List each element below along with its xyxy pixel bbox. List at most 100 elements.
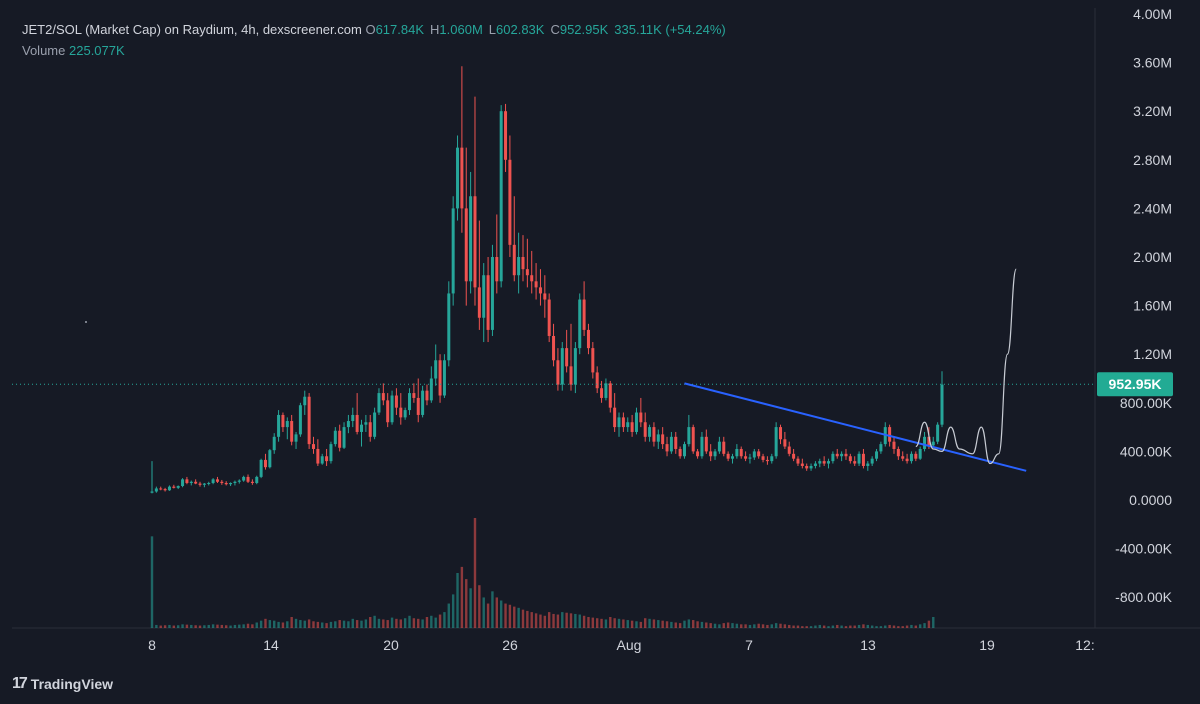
candle-body — [333, 430, 337, 445]
volume-bar — [181, 624, 184, 628]
volume-bar — [910, 624, 913, 628]
volume-bar — [578, 614, 581, 628]
candle-body — [861, 453, 865, 466]
candle-body — [783, 439, 787, 447]
volume-bar — [251, 624, 254, 628]
candle-body — [272, 436, 276, 451]
candle-body — [220, 481, 224, 483]
x-tick-label: 19 — [979, 637, 995, 653]
candle-body — [373, 412, 377, 437]
volume-bar — [744, 624, 747, 628]
volume-bar — [373, 615, 376, 628]
volume-bar — [569, 613, 573, 628]
x-tick-label: Aug — [617, 637, 642, 653]
candle-body — [840, 453, 844, 457]
volume-bar — [334, 621, 337, 628]
volume-bar — [264, 618, 267, 628]
volume-bar — [862, 624, 865, 628]
candle-body — [329, 444, 333, 462]
candle-body — [827, 461, 831, 464]
candle-body — [176, 486, 180, 488]
tradingview-logo[interactable]: 17 TradingView — [12, 675, 113, 693]
volume-bar — [473, 518, 477, 628]
volume-bar — [521, 609, 525, 628]
candle-body — [556, 360, 560, 385]
candle-body — [233, 481, 237, 483]
x-tick-label: 14 — [263, 637, 279, 653]
volume-bar — [814, 625, 817, 628]
volume-bar — [451, 594, 455, 628]
open-label: O — [365, 22, 376, 37]
volume-bar — [831, 625, 835, 628]
candle-body — [870, 458, 874, 464]
volume-bar — [884, 625, 887, 628]
candle-body — [351, 414, 355, 422]
candle-body — [181, 479, 185, 487]
volume-bar — [792, 625, 795, 628]
volume-bar — [561, 612, 564, 628]
volume-bar — [438, 614, 442, 628]
candle-body — [595, 372, 599, 389]
volume-bar — [761, 624, 765, 628]
volume-bar — [705, 622, 708, 628]
candle-body — [447, 293, 451, 361]
volume-bar — [390, 617, 394, 628]
volume-bar — [355, 620, 359, 628]
volume-bar — [307, 619, 311, 628]
volume-bar — [888, 624, 891, 628]
candle-body — [215, 479, 219, 482]
volume-bar — [443, 612, 446, 628]
volume-bar — [836, 624, 839, 628]
candle-body — [752, 451, 756, 458]
volume-bar — [674, 622, 677, 628]
symbol-title[interactable]: JET2/SOL (Market Cap) on Raydium, 4h, de… — [22, 22, 362, 37]
candle-body — [547, 299, 551, 336]
last-price-tag — [1097, 372, 1173, 397]
volume-bar — [740, 624, 743, 628]
volume-bar — [617, 618, 621, 628]
volume-bar — [150, 536, 154, 628]
volume-bar — [547, 612, 551, 628]
volume-bar — [434, 617, 437, 628]
volume-bar — [766, 624, 769, 628]
candle-body — [224, 482, 228, 485]
candle-body — [307, 396, 311, 445]
volume-bar — [268, 620, 272, 628]
candle-body — [792, 453, 796, 459]
candle-body — [626, 422, 630, 428]
candle-body — [709, 451, 713, 457]
candle-body — [879, 444, 883, 452]
volume-bar — [190, 624, 193, 628]
candle-body — [875, 451, 879, 459]
volume-bar — [347, 621, 350, 628]
candle-body — [765, 459, 769, 462]
candle-body — [931, 441, 935, 446]
volume-bar — [932, 617, 935, 628]
volume-bar — [281, 622, 285, 628]
candle-body — [403, 410, 407, 418]
candle-body — [888, 427, 892, 442]
candle-body — [582, 299, 586, 330]
volume-bar — [818, 624, 821, 628]
candle-body — [325, 456, 329, 462]
volume-bar — [849, 625, 852, 628]
volume-bar — [574, 613, 577, 628]
candle-body — [717, 441, 721, 452]
y-tick-label: 800.00K — [1120, 395, 1173, 411]
candle-body — [259, 459, 263, 477]
candle-body — [242, 476, 246, 481]
candle-body — [909, 453, 913, 462]
volume-bar — [582, 615, 586, 628]
x-tick-label: 13 — [860, 637, 876, 653]
candle-body — [831, 453, 835, 462]
y-tick-label: 3.20M — [1133, 103, 1172, 119]
volume-bar — [504, 603, 507, 628]
volume-bar — [172, 625, 176, 628]
volume-bar — [526, 610, 529, 628]
volume-bar — [203, 625, 206, 628]
volume-bar — [286, 621, 289, 628]
volume-bar — [425, 617, 429, 628]
y-tick-label: -400.00K — [1115, 541, 1172, 557]
